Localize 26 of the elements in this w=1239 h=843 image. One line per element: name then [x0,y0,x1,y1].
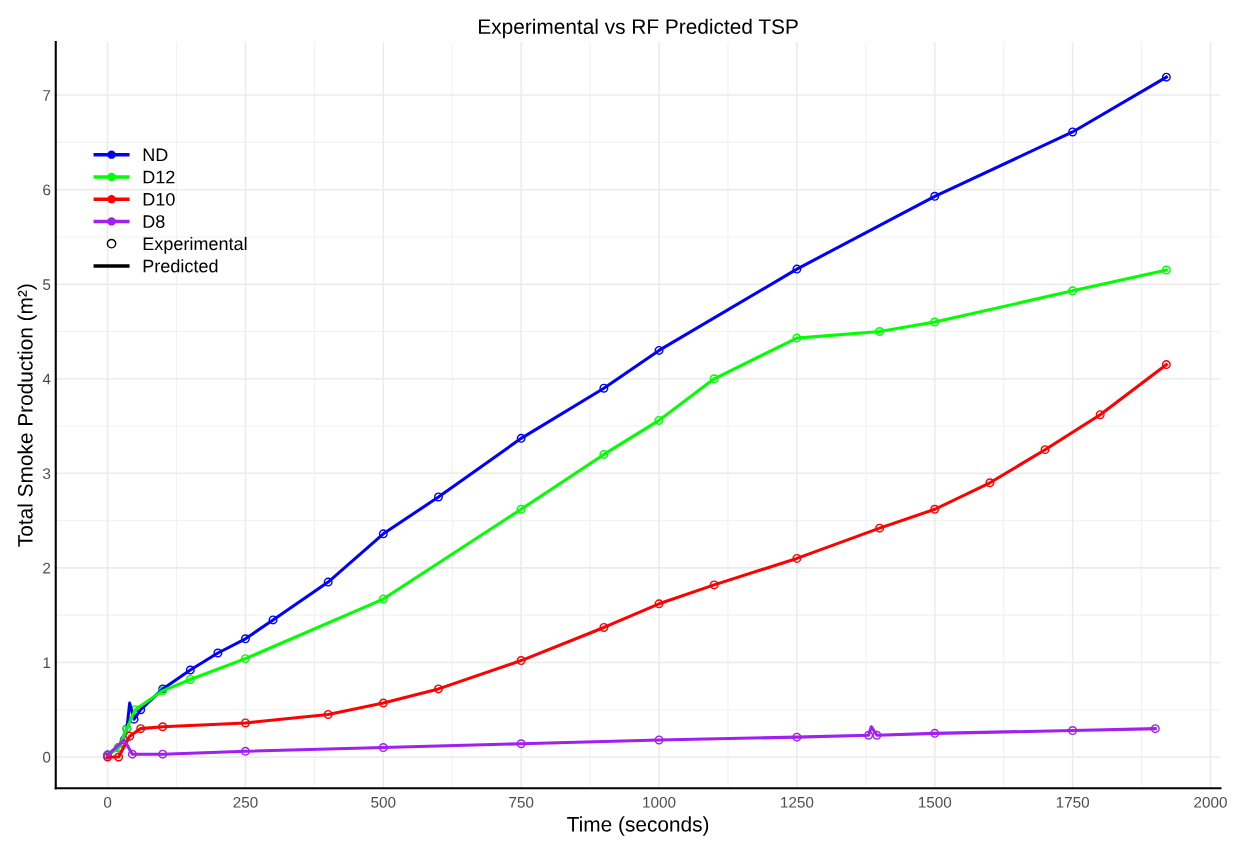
y-axis-title: Total Smoke Production (m²) [17,284,37,547]
x-tick-label: 1000 [643,796,676,808]
x-tick-label: 250 [233,796,258,808]
legend-label: ND [143,148,168,162]
x-tick-label: 0 [103,796,112,808]
x-tick-label: 2000 [1194,796,1227,808]
y-tick-label: 5 [43,279,51,290]
y-tick-label: 6 [43,184,51,196]
y-tick-label: 7 [43,90,51,101]
legend-label: D10 [143,192,175,206]
y-tick-label: 1 [43,657,51,668]
y-tick-label: 2 [43,562,51,574]
x-tick-label: 500 [371,796,396,808]
y-tick-label: 0 [42,751,51,763]
legend-label: D12 [143,170,175,184]
legend-label: Predicted [143,259,218,273]
x-axis-title: Time (seconds) [567,816,709,836]
x-tick-label: 1250 [781,796,814,808]
x-tick-label: 750 [509,796,534,808]
legend-label: D8 [143,215,165,228]
y-tick-label: 4 [42,373,51,385]
chart-title: Experimental vs RF Predicted TSP [479,18,798,39]
y-tick-label: 3 [42,468,51,480]
legend-label: Experimental [143,236,247,254]
x-tick-label: 1500 [918,796,952,808]
x-tick-label: 1750 [1056,796,1090,808]
